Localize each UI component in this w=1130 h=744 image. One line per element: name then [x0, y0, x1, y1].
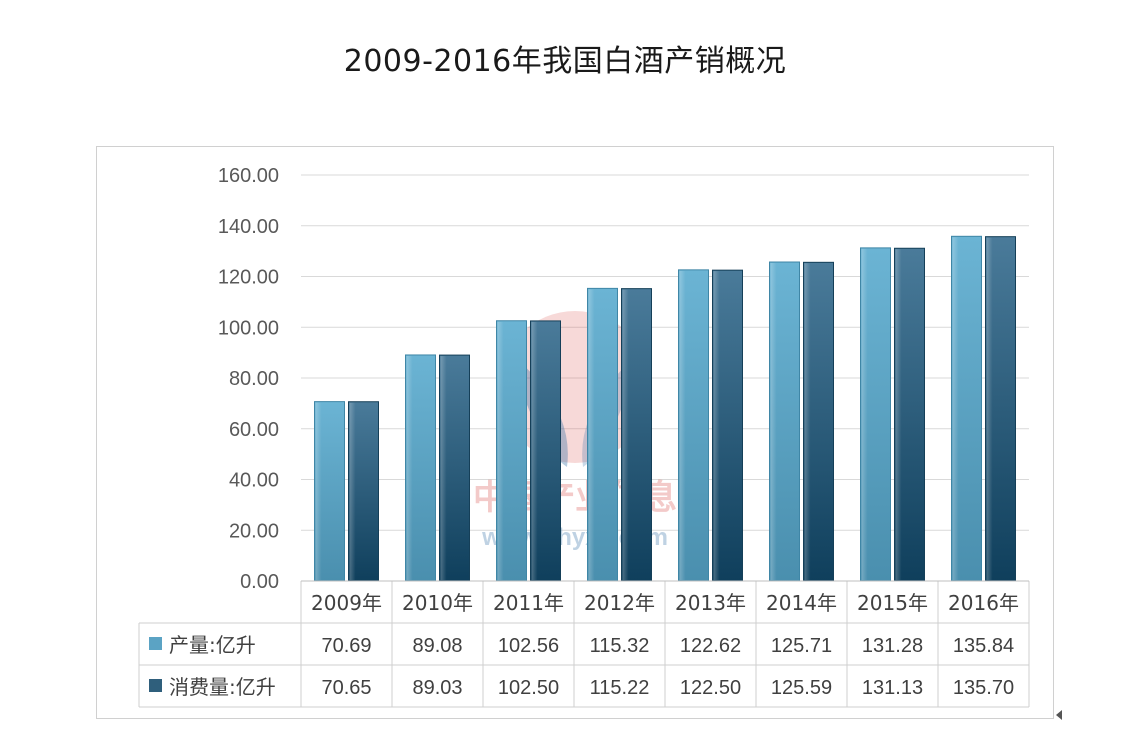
- bar-highlight: [497, 321, 504, 580]
- bar-highlight: [952, 237, 959, 580]
- data-label: 89.03: [412, 677, 462, 699]
- bar-highlight: [349, 402, 356, 580]
- data-label: 102.56: [498, 635, 559, 657]
- legend-label: 消费量:亿升: [169, 675, 276, 699]
- data-label: 122.50: [680, 677, 741, 699]
- data-label: 131.13: [862, 677, 923, 699]
- bar-highlight: [895, 249, 902, 580]
- x-tick-label: 2016年: [948, 591, 1019, 615]
- y-tick-label: 100.00: [218, 317, 279, 339]
- bar-highlight: [861, 248, 868, 580]
- y-tick-label: 60.00: [229, 419, 279, 441]
- bar-highlight: [588, 289, 595, 580]
- x-tick-label: 2015年: [857, 591, 928, 615]
- bar-highlight: [770, 263, 777, 580]
- data-label: 70.65: [321, 677, 371, 699]
- bar-highlight: [406, 355, 413, 580]
- bar-highlight: [440, 356, 447, 580]
- bar-highlight: [531, 321, 538, 580]
- data-label: 89.08: [412, 635, 462, 657]
- data-table: 2009年 2010年 2011年 2012年 2013年 2014年 2015年 2016年…: [138, 580, 1030, 708]
- chart-frame: 0.00 20.00 40.00 60.00 80.00 100.00 120.00 140.…: [96, 146, 1054, 719]
- bar-highlight: [986, 237, 993, 580]
- grid-layer: 0.00 20.00 40.00 60.00 80.00 100.00 120.00 140.…: [218, 165, 1029, 593]
- chart-title: 2009-2016年我国白酒产销概况: [343, 44, 787, 79]
- x-tick-label: 2012年: [584, 591, 655, 615]
- bar-highlight: [315, 402, 322, 580]
- y-tick-label: 160.00: [218, 165, 279, 187]
- bars-layer: [314, 235, 1016, 582]
- legend-label: 产量:亿升: [169, 633, 256, 657]
- data-label: 135.84: [953, 635, 1014, 657]
- x-tick-label: 2013年: [675, 591, 746, 615]
- x-tick-label: 2011年: [493, 591, 564, 615]
- bar-highlight: [679, 270, 686, 580]
- data-label: 70.69: [321, 635, 371, 657]
- y-tick-label: 140.00: [218, 216, 279, 238]
- y-tick-label: 80.00: [229, 368, 279, 390]
- x-tick-label: 2014年: [766, 591, 837, 615]
- y-tick-label: 120.00: [218, 267, 279, 289]
- legend-key: [149, 637, 162, 650]
- legend-key: [149, 679, 162, 692]
- resize-handle-icon: [1056, 710, 1062, 720]
- chart-svg: 0.00 20.00 40.00 60.00 80.00 100.00 120.00 140.…: [138, 165, 1030, 708]
- y-tick-label: 40.00: [229, 470, 279, 492]
- data-label: 122.62: [680, 635, 741, 657]
- data-label: 131.28: [862, 635, 923, 657]
- y-tick-label: 0.00: [240, 571, 279, 593]
- x-tick-label: 2009年: [311, 591, 382, 615]
- data-label: 115.22: [590, 677, 650, 699]
- bar-highlight: [804, 263, 811, 580]
- data-label: 102.50: [498, 677, 559, 699]
- data-label: 115.32: [590, 635, 650, 657]
- bar-highlight: [713, 271, 720, 580]
- data-label: 125.71: [771, 635, 832, 657]
- data-label: 135.70: [953, 677, 1014, 699]
- x-tick-label: 2010年: [402, 591, 473, 615]
- bar-highlight: [622, 289, 629, 580]
- data-label: 125.59: [771, 677, 832, 699]
- y-tick-label: 20.00: [229, 520, 279, 542]
